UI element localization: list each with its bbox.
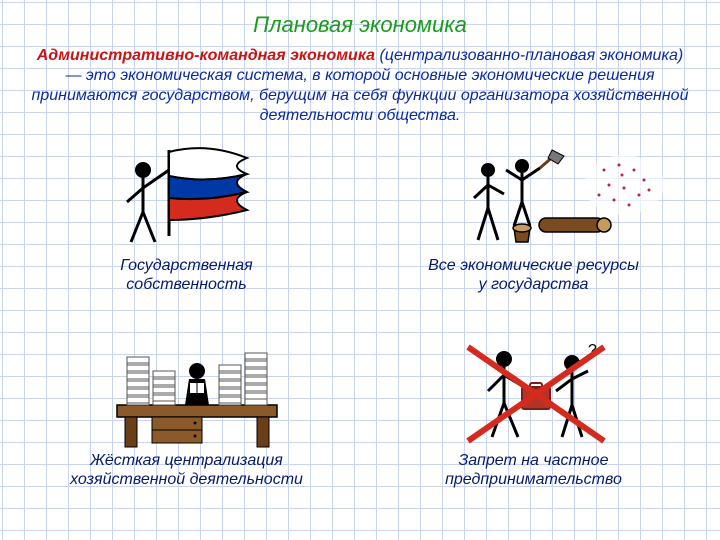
quadrant-grid: Государственнаясобственность [28, 140, 692, 520]
cell-state-property: Государственнаясобственность [28, 140, 345, 325]
cell-resources: Все экономические ресурсыу государства [375, 140, 692, 325]
illus-bureaucrat-desk [97, 335, 277, 445]
cell-centralization: Жёсткая централизацияхозяйственной деяте… [28, 335, 345, 520]
illus-ban-cross: ? [444, 335, 624, 445]
slide-content: Плановая экономика Административно-коман… [0, 0, 720, 540]
caption-4: Запрет на частноепредпринимательство [445, 451, 622, 489]
caption-1: Государственнаясобственность [120, 256, 252, 294]
caption-3: Жёсткая централизацияхозяйственной деяте… [70, 451, 303, 489]
slide-description: Административно-командная экономика (цен… [28, 46, 692, 126]
term-text: Административно-командная экономика [37, 47, 375, 64]
slide-title: Плановая экономика [28, 12, 692, 38]
cell-ban-private: ? Запрет на частноепредпринимательство [375, 335, 692, 520]
illus-flag-figure [97, 140, 277, 250]
illus-logging [444, 140, 624, 250]
caption-2: Все экономические ресурсыу государства [428, 256, 639, 294]
